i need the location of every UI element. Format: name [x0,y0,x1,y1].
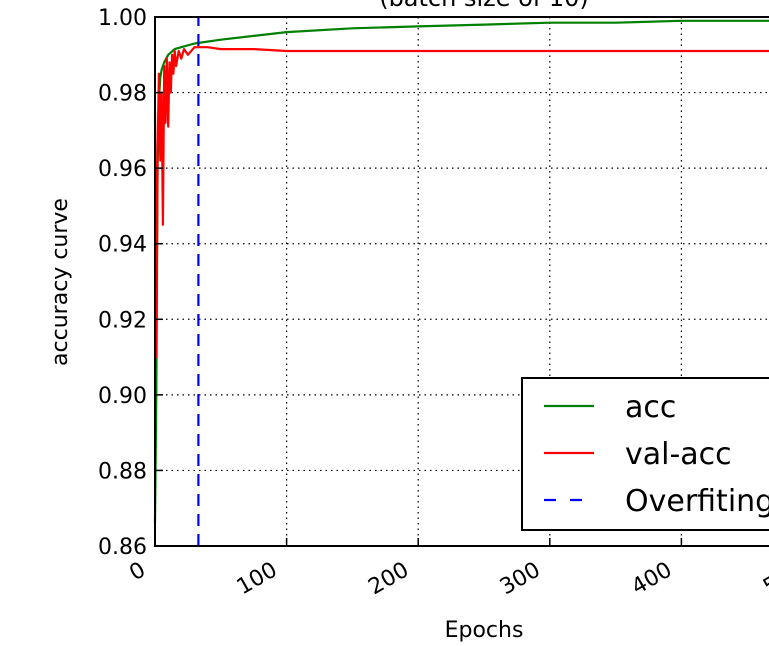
legend-label: Overfiting [625,484,769,519]
x-tick-label: 200 [364,558,413,601]
legend-label: val-acc [625,437,732,472]
legend-label: acc [625,390,676,425]
x-tick-label: 0 [125,558,150,587]
legend: acc val-acc Overfiting [521,377,769,531]
y-tick-label: 1.00 [98,6,147,31]
y-tick-label: 0.98 [98,82,147,107]
series-layer [153,17,769,546]
chart-title: (batch size of 10) [379,0,589,12]
y-axis-label: accuracy curve [48,198,73,366]
series-line-val-acc [153,46,769,359]
y-tick-label: 0.90 [98,384,147,409]
x-axis-label: Epochs [445,618,524,643]
y-tick-label: 0.92 [98,308,147,333]
x-axis-ticks: 0 100 200 300 400 500 [125,538,769,600]
y-axis-ticks: 0.86 0.88 0.90 0.92 0.94 0.96 0.98 1.00 [98,6,163,560]
x-tick-label: 500 [759,558,769,601]
plot-frame [154,16,769,547]
y-tick-label: 0.96 [98,157,147,182]
x-tick-label: 300 [496,558,545,601]
y-tick-label: 0.86 [98,535,147,560]
y-tick-label: 0.88 [98,459,147,484]
x-tick-label: 100 [233,558,282,601]
x-tick-label: 400 [628,558,677,601]
y-tick-label: 0.94 [98,233,147,258]
